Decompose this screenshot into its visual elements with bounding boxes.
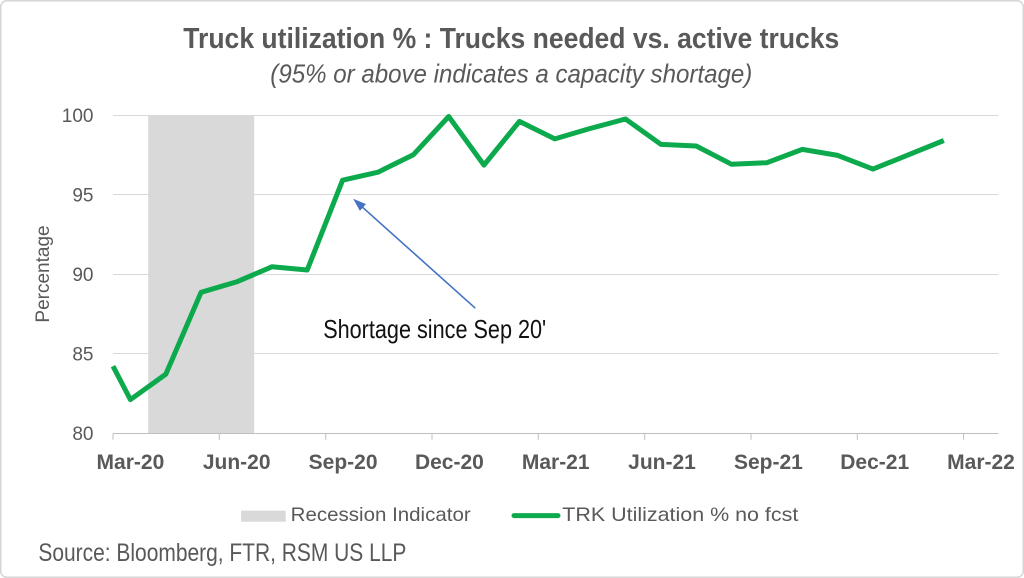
svg-text:Sep-20: Sep-20 (309, 451, 378, 474)
svg-text:Shortage since Sep 20': Shortage since Sep 20' (323, 314, 546, 344)
svg-text:Jun-21: Jun-21 (628, 451, 696, 474)
svg-text:Recession Indicator: Recession Indicator (291, 504, 472, 526)
svg-text:Dec-21: Dec-21 (840, 451, 909, 474)
svg-text:Truck utilization % : Trucks n: Truck utilization % : Trucks needed vs. … (183, 23, 839, 55)
svg-text:Dec-20: Dec-20 (415, 451, 484, 474)
svg-text:90: 90 (72, 265, 93, 286)
svg-text:85: 85 (72, 344, 93, 365)
svg-text:Percentage: Percentage (33, 225, 54, 322)
svg-text:(95% or above indicates a capa: (95% or above indicates a capacity short… (270, 59, 752, 89)
svg-text:Mar-22: Mar-22 (947, 451, 1015, 474)
svg-text:Jun-20: Jun-20 (203, 451, 271, 474)
svg-text:95: 95 (72, 185, 93, 206)
svg-text:Source: Bloomberg, FTR, RSM US: Source: Bloomberg, FTR, RSM US LLP (38, 539, 406, 567)
svg-text:100: 100 (62, 106, 94, 127)
svg-text:Mar-20: Mar-20 (97, 451, 165, 474)
svg-text:TRK Utilization % no fcst: TRK Utilization % no fcst (562, 504, 799, 526)
svg-text:80: 80 (72, 424, 93, 445)
svg-text:Mar-21: Mar-21 (522, 451, 590, 474)
svg-text:Sep-21: Sep-21 (734, 451, 803, 474)
